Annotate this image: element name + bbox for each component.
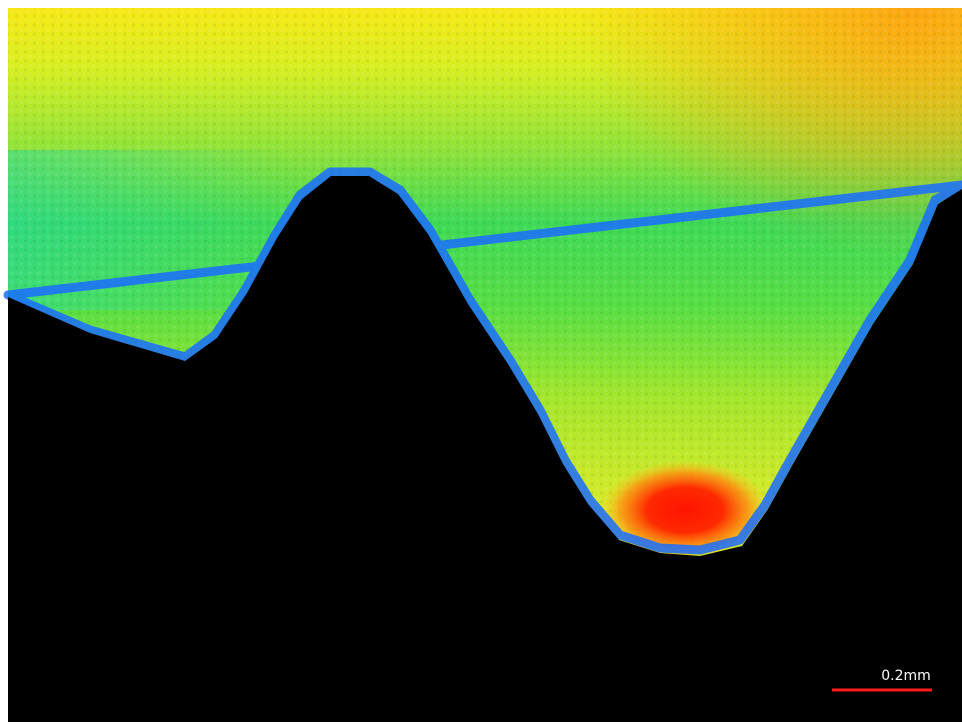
page: 0.2mm (() => { const data = JSON.parse(d… <box>0 0 962 725</box>
micrograph: 0.2mm <box>0 0 962 725</box>
scale-label: 0.2mm <box>881 668 931 684</box>
